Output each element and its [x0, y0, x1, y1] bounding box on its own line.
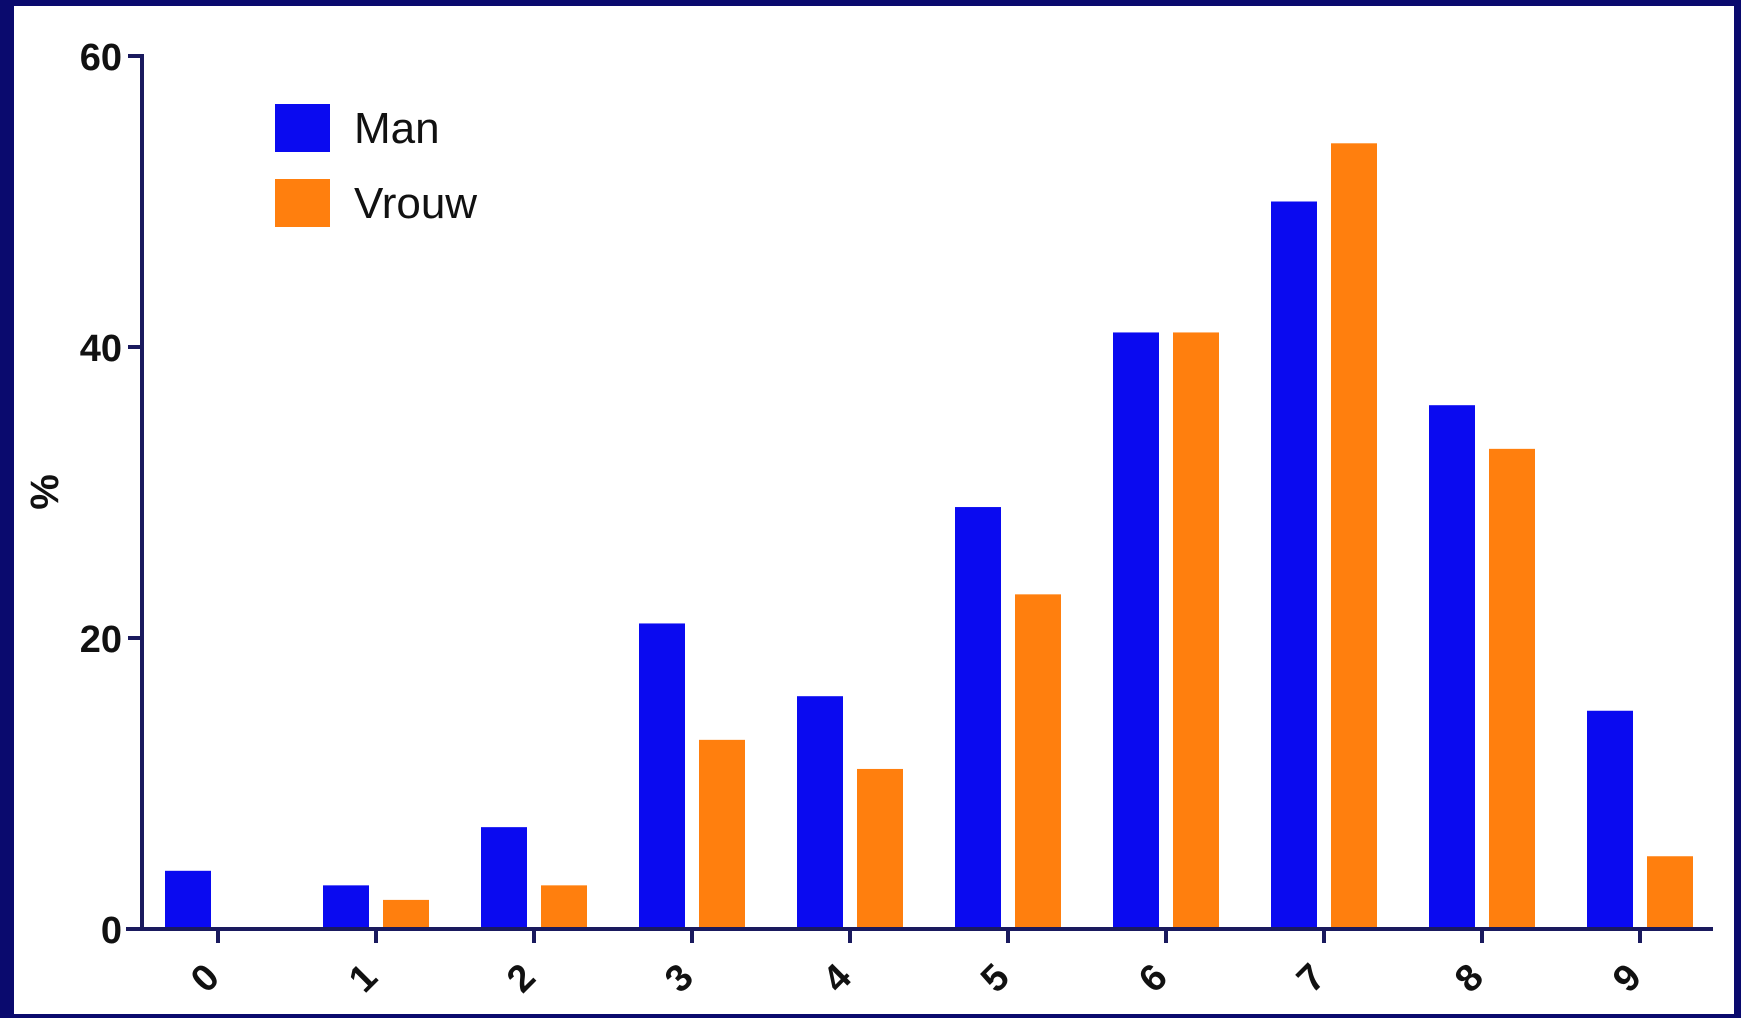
- x-tick-label: 5: [973, 956, 1018, 1001]
- x-tick-label: 9: [1605, 956, 1650, 1001]
- bar-man-6: [1113, 332, 1159, 929]
- y-ticks-group: 0 20 40 60: [80, 37, 142, 952]
- bar-vrouw-8: [1489, 448, 1535, 929]
- bar-vrouw-5: [1015, 594, 1061, 929]
- y-tick-label: 0: [101, 910, 122, 952]
- y-axis-label: %: [23, 474, 67, 510]
- bar-man-1: [323, 885, 369, 929]
- legend-swatch-man: [275, 104, 330, 152]
- bar-man-9: [1587, 710, 1633, 929]
- x-tick-label: 8: [1447, 956, 1492, 1001]
- axes-group: [126, 54, 1713, 931]
- bar-man-5: [955, 507, 1001, 929]
- bar-vrouw-1: [383, 899, 429, 929]
- legend-swatch-vrouw: [275, 179, 330, 227]
- bar-man-0: [165, 870, 211, 929]
- bar-man-3: [639, 623, 685, 929]
- x-tick-label: 4: [815, 956, 860, 1001]
- bar-man-4: [797, 696, 843, 929]
- x-tick-label: 1: [341, 956, 386, 1001]
- bar-vrouw-2: [541, 885, 587, 929]
- legend-label-vrouw: Vrouw: [354, 179, 477, 228]
- y-tick-label: 60: [80, 37, 122, 79]
- y-tick-label: 20: [80, 619, 122, 661]
- bar-vrouw-4: [857, 768, 903, 929]
- x-tick-label: 2: [499, 956, 544, 1001]
- x-tick-label: 0: [183, 956, 228, 1001]
- legend-label-man: Man: [354, 104, 440, 153]
- bar-man-8: [1429, 405, 1475, 929]
- x-tick-label: 3: [657, 956, 702, 1001]
- bar-man-7: [1271, 201, 1317, 929]
- legend: Man Vrouw: [275, 104, 477, 228]
- bar-vrouw-7: [1331, 143, 1377, 930]
- bar-vrouw-3: [699, 739, 745, 929]
- bar-vrouw-6: [1173, 332, 1219, 929]
- x-ticks-group: 0 1 2 3 4 5 6 7 8 9: [183, 929, 1650, 1001]
- bars-group: [165, 143, 1693, 930]
- x-tick-label: 7: [1289, 956, 1334, 1001]
- bar-man-2: [481, 827, 527, 929]
- y-tick-label: 40: [80, 328, 122, 370]
- bar-vrouw-9: [1647, 856, 1693, 929]
- x-tick-label: 6: [1131, 956, 1176, 1001]
